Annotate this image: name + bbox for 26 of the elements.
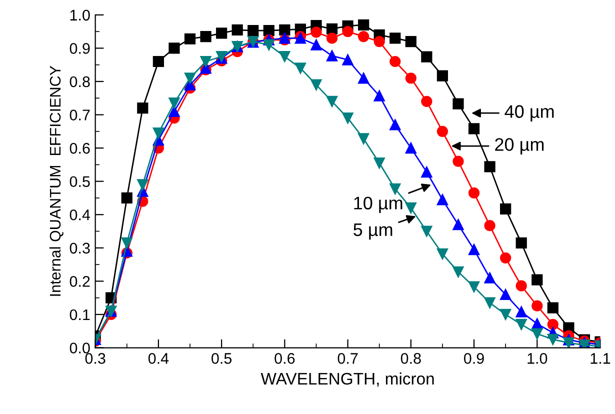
y-axis-title: Internal QUANTUM EFFICIENCY: [49, 66, 64, 296]
y-tick-label: 0.4: [70, 209, 90, 220]
x-tick-label: 0.8: [400, 353, 421, 364]
x-axis-title: WAVELENGTH, micron: [260, 372, 434, 387]
annotation: 10 µm: [354, 196, 402, 214]
x-tick-label: 0.9: [464, 353, 484, 364]
y-tick-label: 0.6: [70, 142, 90, 154]
x-tick-label: 0.4: [148, 353, 169, 364]
x-tick-label: 1.1: [590, 353, 610, 364]
x-tick-label: 0.5: [212, 353, 232, 364]
y-tick-label: 0.3: [70, 242, 90, 254]
x-tick-label: 1.0: [528, 353, 548, 364]
y-tick-label: 0.0: [70, 342, 90, 354]
y-tick-label: 0.1: [70, 309, 90, 320]
annotation: 20 µm: [495, 138, 544, 154]
x-tick-label: 0.7: [338, 353, 358, 364]
annotation: 40 µm: [504, 105, 554, 122]
y-tick-label: 1.0: [70, 10, 90, 21]
annotation: 5 µm: [354, 224, 392, 240]
y-tick-label: 0.2: [70, 276, 90, 287]
y-tick-label: 0.8: [70, 76, 90, 88]
y-tick-label: 0.9: [70, 43, 90, 54]
y-tick-label: 0.5: [70, 176, 90, 188]
y-tick-label: 0.7: [70, 110, 90, 120]
x-tick-label: 0.3: [85, 353, 106, 364]
x-tick-label: 0.6: [274, 353, 295, 364]
